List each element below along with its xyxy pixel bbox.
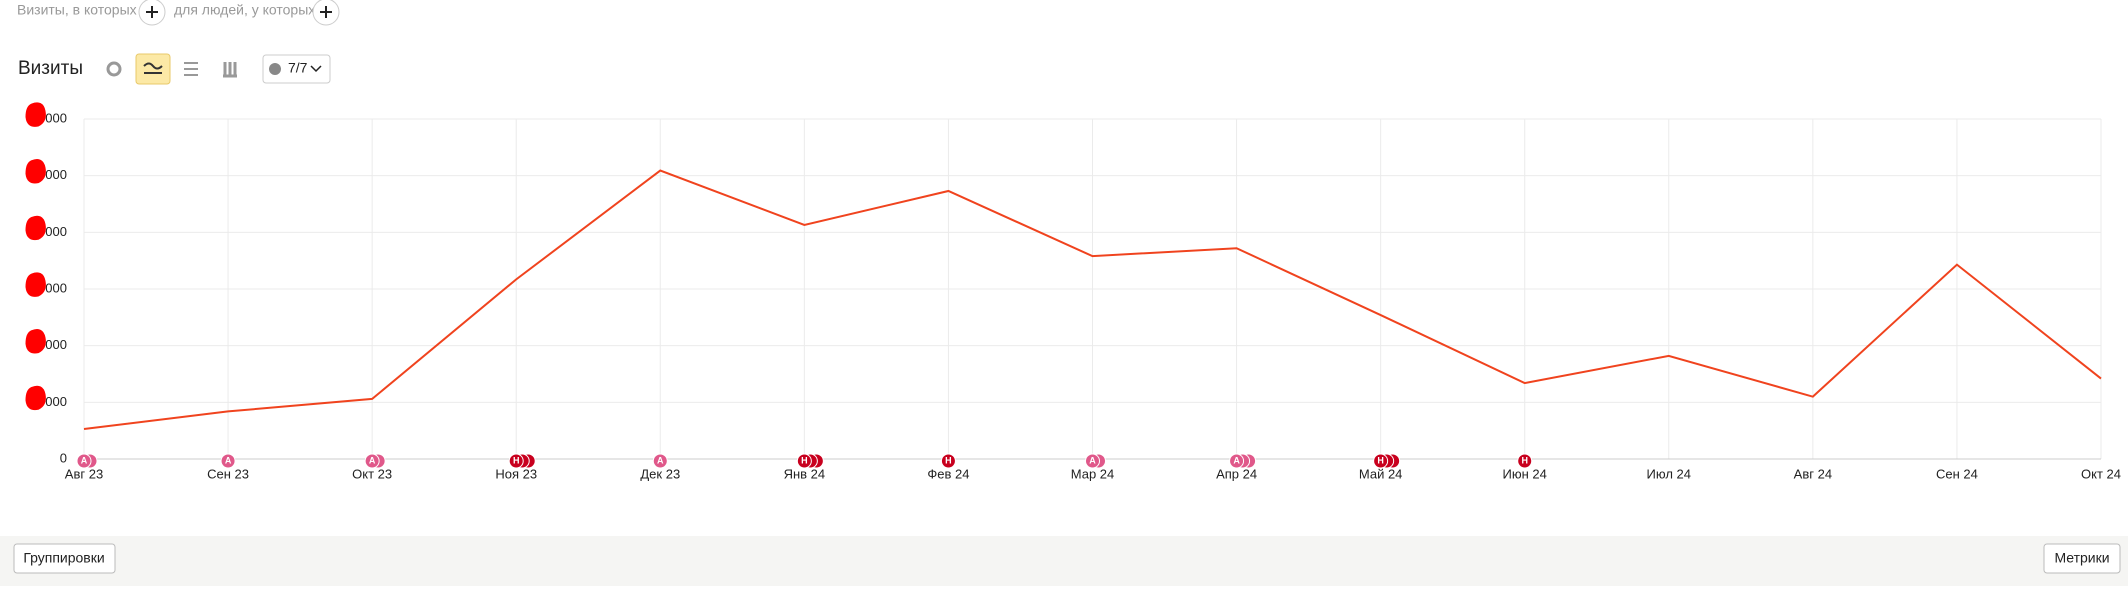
series-line [83, 169, 2102, 430]
x-tick-label: Дек 23 [640, 466, 680, 481]
note-marker-label: Н [801, 455, 808, 465]
metrics-button[interactable] [2043, 543, 2121, 574]
redaction [25, 329, 46, 354]
note-marker[interactable] [220, 453, 236, 469]
chevron [310, 65, 322, 73]
note-marker[interactable] [364, 453, 380, 469]
x-tick-label: Июл 24 [1647, 466, 1691, 481]
x-tick-label: Окт 24 [2081, 466, 2121, 481]
y-tick-label: 0 [60, 450, 67, 465]
x-tick-label: Сен 23 [207, 466, 249, 481]
filter-label: для людей, у которых [174, 2, 315, 18]
note-marker[interactable] [1085, 453, 1100, 469]
line-button[interactable] [135, 53, 171, 85]
filter-label: Визиты, в которых [17, 2, 137, 18]
plus-icon [146, 6, 158, 18]
button-label: Метрики [2054, 550, 2109, 566]
notes-button[interactable] [262, 54, 331, 84]
note-marker[interactable] [796, 453, 812, 469]
x-tick-label: Янв 24 [784, 466, 826, 481]
y-tick-label: 000 [45, 280, 67, 295]
note-marker-label: А [1233, 455, 1240, 465]
footer-bar [0, 536, 2128, 586]
button-label: Группировки [23, 550, 104, 566]
chart-title: Визиты [18, 58, 83, 79]
y-tick-label: 000 [45, 110, 67, 125]
note-marker[interactable] [1517, 453, 1533, 469]
notes-icon [269, 63, 281, 75]
y-tick-label: 000 [45, 224, 67, 239]
y-tick-label: 000 [45, 337, 67, 352]
redaction [25, 272, 46, 297]
redaction [25, 385, 46, 411]
area-button[interactable] [184, 62, 198, 76]
note-marker-label: Н [945, 455, 952, 465]
x-tick-label: Авг 23 [65, 466, 103, 481]
note-marker[interactable] [652, 453, 668, 469]
note-marker[interactable] [1229, 453, 1245, 469]
line-icon [143, 62, 163, 74]
note-marker-label: А [1089, 455, 1096, 465]
note-marker-label: Н [1521, 455, 1528, 465]
note-marker[interactable] [76, 453, 92, 469]
note-marker-label: А [369, 455, 376, 465]
note-marker[interactable] [1373, 453, 1389, 469]
note-marker[interactable] [508, 453, 524, 469]
note-marker-label: Н [513, 455, 520, 465]
x-tick-label: Июн 24 [1503, 466, 1547, 481]
note-marker-label: А [225, 455, 232, 465]
groupings-button[interactable] [13, 543, 116, 574]
y-tick-label: 000 [45, 394, 67, 409]
note-marker[interactable] [940, 453, 956, 469]
x-tick-label: Фев 24 [927, 466, 969, 481]
note-marker-label: А [657, 455, 664, 465]
notes-counter: 7/7 [288, 60, 308, 76]
bar-button[interactable] [223, 62, 237, 78]
x-tick-label: Авг 24 [1794, 466, 1832, 481]
plus-icon [320, 6, 332, 18]
x-tick-label: Апр 24 [1216, 466, 1257, 481]
x-tick-label: Май 24 [1359, 466, 1403, 481]
redaction [25, 215, 46, 241]
y-tick-label: 000 [45, 167, 67, 182]
note-marker-label: Н [1377, 455, 1384, 465]
pie-button[interactable] [106, 61, 122, 77]
redaction [25, 159, 46, 184]
note-marker-label: А [81, 455, 88, 465]
redaction [25, 102, 46, 127]
x-tick-label: Окт 23 [352, 466, 392, 481]
x-tick-label: Мар 24 [1071, 466, 1115, 481]
x-tick-label: Ноя 23 [495, 466, 537, 481]
x-tick-label: Сен 24 [1936, 466, 1978, 481]
